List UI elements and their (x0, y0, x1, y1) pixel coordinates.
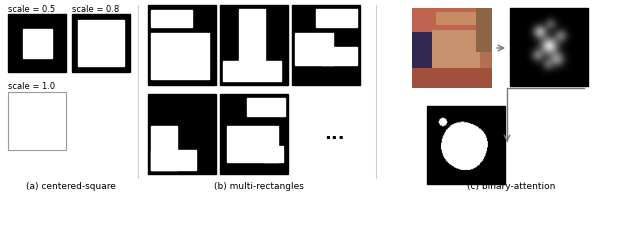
Bar (316, 9, 356, 27)
Bar (223, 61, 281, 81)
Bar (239, 9, 265, 61)
Text: ...: ... (324, 125, 344, 143)
Text: scale = 0.5: scale = 0.5 (8, 5, 55, 14)
Bar (148, 5, 216, 85)
Bar (72, 14, 130, 72)
Bar (220, 5, 288, 85)
Bar (152, 10, 192, 27)
Bar (152, 33, 209, 79)
Text: scale = 1.0: scale = 1.0 (8, 82, 55, 91)
Bar (152, 150, 196, 170)
Bar (427, 106, 505, 184)
Bar (296, 33, 333, 65)
Bar (8, 14, 66, 72)
Bar (148, 94, 216, 174)
Bar (152, 126, 177, 170)
Bar (264, 146, 284, 162)
Bar (8, 92, 66, 150)
Bar (510, 8, 588, 86)
Text: (b) multi-rectangles: (b) multi-rectangles (214, 182, 304, 191)
Bar (247, 98, 285, 116)
Text: scale = 0.8: scale = 0.8 (72, 5, 119, 14)
Bar (22, 29, 51, 58)
Text: (c) binary-attention: (c) binary-attention (467, 182, 555, 191)
Bar (321, 47, 356, 65)
Bar (292, 5, 360, 85)
Bar (78, 20, 124, 66)
Text: (a) centered-square: (a) centered-square (26, 182, 116, 191)
Bar (220, 94, 288, 174)
Bar (227, 126, 278, 162)
